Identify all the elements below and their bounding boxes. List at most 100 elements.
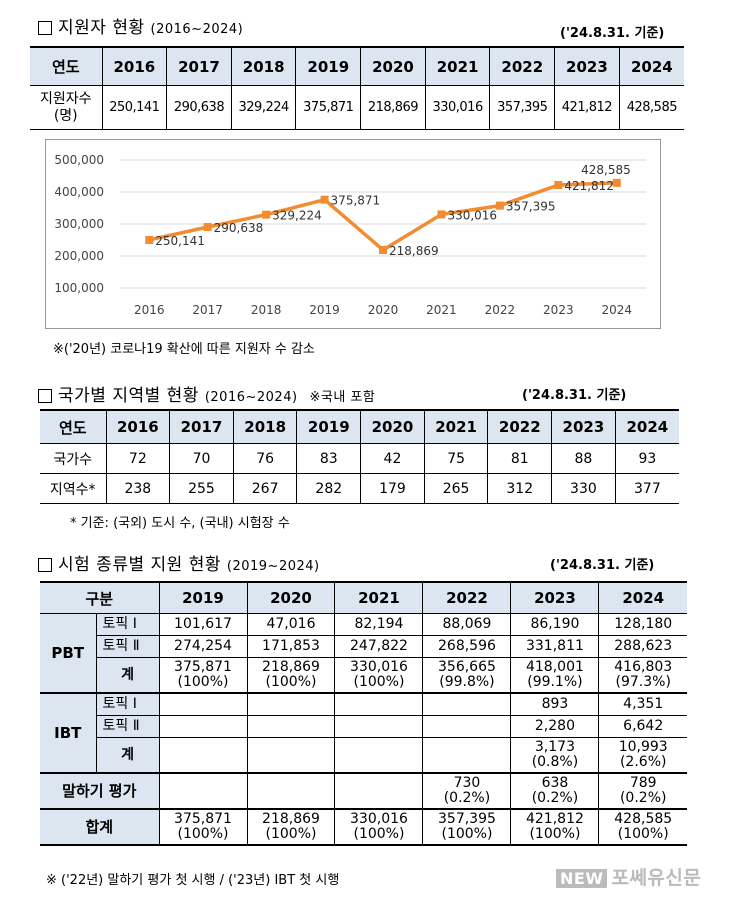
table-cell: 265	[423, 473, 488, 504]
table-cell: 218,869 (100%)	[246, 657, 336, 694]
checkbox-square-icon	[38, 21, 52, 35]
table-cell: 893	[510, 692, 600, 716]
table-cell: 416,803 (97.3%)	[598, 657, 687, 694]
table-cell: 290,638	[166, 85, 232, 130]
table-cell	[422, 737, 512, 774]
section2-note: * 기준: (국외) 도시 수, (국내) 시험장 수	[70, 516, 290, 531]
table-row: 말하기 평가 730 (0.2%) 638 (0.2%) 789 (0.2%)	[40, 772, 687, 810]
sub-topik2: 토픽 Ⅱ	[96, 635, 160, 658]
x-tick-label: 2021	[426, 303, 457, 317]
table-cell: 82,194	[334, 613, 424, 636]
x-tick-label: 2016	[134, 303, 165, 317]
table-cell: 418,001 (99.1%)	[510, 657, 600, 694]
data-point	[379, 245, 387, 254]
data-point	[145, 235, 154, 244]
header-year: 2020	[246, 581, 335, 614]
table-cell	[246, 715, 336, 738]
table-cell: 218,869	[360, 85, 426, 130]
table-cell: 357,395	[489, 85, 555, 130]
data-label: 290,638	[214, 221, 264, 235]
y-tick-label: 200,000	[54, 249, 104, 263]
header-year: 2016	[105, 409, 170, 444]
table-cell: 4,351	[598, 692, 687, 716]
data-point	[262, 210, 271, 219]
table-row: 계 3,173 (0.8%) 10,993 (2.6%)	[40, 737, 687, 774]
group-total: 합계	[40, 808, 160, 846]
data-point	[437, 210, 446, 219]
header-year: 2019	[295, 46, 361, 86]
table-row: 지역수* 238 255 267 282 179 265 312 330 377	[40, 473, 679, 504]
table-cell: 6,642	[598, 715, 687, 738]
data-point	[554, 181, 563, 190]
header-year: 2018	[230, 46, 296, 86]
table-cell: 2,280	[510, 715, 600, 738]
table-cell: 288,623	[598, 635, 687, 658]
section2-base-date: ('24.8.31. 기준)	[522, 388, 627, 403]
y-tick-label: 300,000	[54, 217, 104, 231]
domestic-note: ※국내 포함	[309, 390, 376, 405]
table-cell: 3,173 (0.8%)	[510, 737, 600, 774]
table-cell: 329,224	[230, 85, 296, 130]
table-cell: 88,069	[422, 613, 512, 636]
section1-note: ※('20년) 코로나19 확산에 따른 지원자 수 감소	[53, 342, 315, 357]
table-cell	[334, 715, 424, 738]
table-cell: 330	[551, 473, 616, 504]
header-year: 2024	[618, 46, 684, 86]
table-row: 합계 375,871 (100%) 218,869 (100%) 330,016 (100%…	[40, 808, 687, 846]
table-cell: 70	[169, 443, 234, 474]
data-point	[612, 178, 621, 187]
table-cell	[246, 737, 336, 774]
table-cell: 86,190	[510, 613, 600, 636]
table-row: 지원자수 (명) 250,141 290,638 329,224 375,871 …	[30, 85, 684, 130]
x-tick-label: 2023	[543, 303, 574, 317]
section1-title: 지원자 현황 (2016~2024)	[38, 13, 243, 38]
country-region-table: 연도 2016 2017 2018 2019 2020 2021 2022 20…	[40, 409, 679, 504]
sub-topik2: 토픽 Ⅱ	[96, 715, 160, 738]
table-cell: 282	[296, 473, 361, 504]
table-cell: 638 (0.2%)	[510, 772, 600, 810]
newspaper-watermark: NEW 포쎄유신문	[556, 863, 701, 890]
data-label: 330,016	[447, 208, 497, 222]
header-year-label: 연도	[30, 46, 102, 86]
group-ibt: IBT	[40, 692, 97, 774]
section1-base-date: ('24.8.31. 기준)	[560, 26, 665, 41]
header-year: 2016	[101, 46, 167, 86]
table-cell	[334, 692, 424, 716]
table-cell: 428,585	[618, 85, 684, 130]
applicants-line-chart: 100,000 200,000 300,000 400,000 500,000 2016 2…	[45, 139, 661, 329]
sub-topik1: 토픽 Ⅰ	[95, 613, 160, 636]
table-cell: 10,993 (2.6%)	[598, 737, 687, 774]
table-cell: 421,812 (100%)	[510, 808, 600, 846]
chart-canvas: 100,000 200,000 300,000 400,000 500,000 2016 2…	[54, 153, 646, 317]
table-row: 토픽 Ⅱ 2,280 6,642	[40, 715, 687, 738]
applicants-table: 연도 2016 2017 2018 2019 2020 2021 2022 20…	[30, 46, 684, 130]
sub-sum: 계	[96, 737, 160, 774]
table-cell: 330,016 (100%)	[334, 657, 424, 694]
table-cell	[246, 692, 336, 716]
table-row: 국가수 72 70 76 83 42 75 81 88 93	[40, 443, 679, 474]
table-cell: 42	[360, 443, 425, 474]
header-year: 2020	[360, 46, 426, 86]
sub-sum: 계	[96, 657, 160, 694]
section3-period: (2019~2024)	[226, 559, 320, 574]
table-cell	[334, 772, 424, 810]
sub-topik1: 토픽 Ⅰ	[95, 692, 160, 716]
table-cell	[422, 715, 512, 738]
table-cell	[158, 715, 248, 738]
table-cell: 238	[105, 473, 170, 504]
data-point	[320, 195, 329, 204]
table-cell: 247,822	[334, 635, 424, 658]
watermark-logo: NEW	[556, 869, 608, 888]
header-year: 2023	[551, 409, 616, 444]
header-year: 2023	[554, 46, 620, 86]
header-year: 2017	[169, 409, 234, 444]
header-year: 2019	[158, 581, 247, 614]
data-label: 218,869	[389, 244, 439, 258]
data-label: 428,585	[581, 163, 631, 177]
table-cell: 255	[169, 473, 234, 504]
table-cell: 88	[551, 443, 616, 474]
x-tick-label: 2020	[368, 303, 399, 317]
header-year: 2020	[360, 409, 425, 444]
data-label: 250,141	[155, 234, 205, 248]
table-cell: 330,016 (100%)	[334, 808, 424, 846]
